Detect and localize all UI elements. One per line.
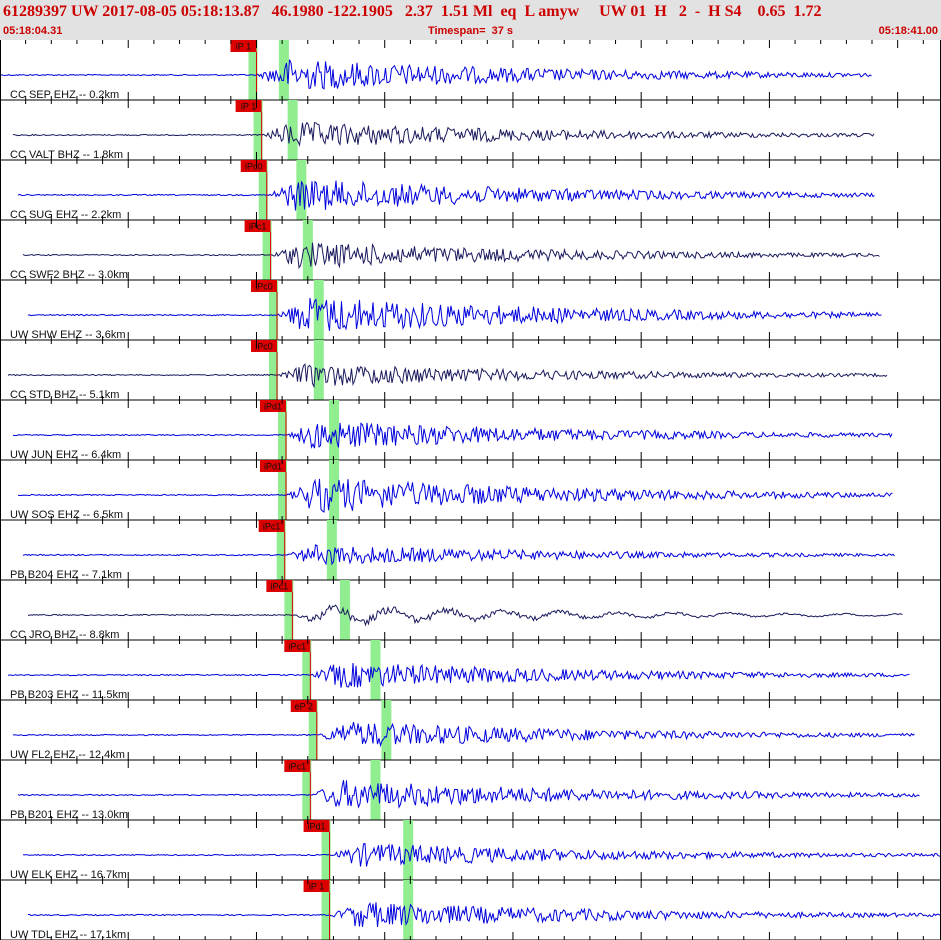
waveform-trace [12,121,875,147]
pick-label: iPc1 [271,582,289,592]
p-window-band [321,880,331,940]
s-window-band [381,700,392,760]
waveform-trace [12,721,915,748]
p-window-band [321,820,331,880]
station-label: UW SHW EHZ -- 3.6km [10,329,126,341]
waveform-trace [0,59,872,90]
pick-label: iPc1 [263,522,281,532]
pick-label: iPc1 [289,762,307,772]
station-label: UW SOS EHZ -- 6.5km [10,509,123,521]
pick-marker [259,460,286,472]
s-window-band [278,40,289,100]
p-window-band [302,760,312,820]
pick-label: iPc0 [245,162,263,172]
pick-marker [244,220,271,232]
waveform-trace [7,662,910,688]
waveform-trace [22,242,880,270]
pick-marker [290,700,317,712]
waveform-trace [22,544,895,566]
pick-marker [303,820,330,832]
pick-marker [284,760,311,772]
s-window-band [329,400,340,460]
waveform-trace [17,180,875,211]
p-window-band [253,100,263,160]
pick-marker [230,40,257,52]
pick-marker [240,160,267,172]
s-window-band [326,520,337,580]
p-window-band [277,460,287,520]
waveform-trace [17,780,920,809]
station-label: CC JRO BHZ -- 8.8km [10,629,119,641]
s-window-band [370,760,381,820]
pick-marker [266,580,293,592]
waveform-trace [22,842,941,867]
waveform-trace [27,901,941,928]
end-time: 05:18:41.00 [878,25,938,37]
waveform-trace [27,604,903,627]
p-window-band [302,640,312,700]
p-window-band [268,280,278,340]
start-time: 05:18:04.31 [3,25,63,37]
waveform-trace [18,478,893,513]
s-window-band [287,100,298,160]
pick-label: iPd1 [264,462,282,472]
waveform-trace [7,363,888,389]
p-window-band [248,40,258,100]
station-label: CC SWF2 BHZ -- 3.0km [10,269,128,281]
pick-label: eP 2 [295,702,313,712]
station-label: UW ELK EHZ -- 16.7km [10,869,127,881]
s-window-band [403,820,414,880]
pick-marker [284,640,311,652]
pick-label: iPd1 [308,822,326,832]
pick-marker [258,520,285,532]
station-label: UW FL2 EHZ -- 12.4km [10,749,125,761]
s-window-band [302,220,313,280]
header-bar: 61289397 UW 2017-08-05 05:18:13.87 46.19… [0,0,941,40]
p-window-band [262,220,272,280]
station-label: PB B201 EHZ -- 13.0km [10,809,128,821]
pick-label: iP 1 [309,882,324,892]
s-window-band [313,340,324,400]
station-label: UW JUN EHZ -- 6.4km [10,449,121,461]
waveform-trace [27,297,882,331]
p-window-band [308,700,318,760]
pick-marker [235,100,262,112]
s-window-band [339,580,350,640]
station-label: PB B204 EHZ -- 7.1km [10,569,122,581]
pick-label: iP 1 [241,102,256,112]
p-window-band [268,340,278,400]
p-window-band [284,580,294,640]
waveform-trace [12,422,893,449]
s-window-band [329,460,340,520]
pick-label: iPc1 [249,222,267,232]
pick-marker [303,880,330,892]
trace-panel: iP 1 CC SEP EHZ -- 0.2km iP 1 CC VALT BHZ -… [0,40,941,940]
pick-label: iPc1 [289,642,307,652]
pick-marker [250,340,277,352]
pick-marker [250,280,277,292]
pick-label: iP 1 [236,42,251,52]
station-label: CC SUG EHZ -- 2.2km [10,209,121,221]
timespan-label: Timespan= 37 s [427,25,514,37]
pick-label: iPc0 [255,282,273,292]
event-title: 61289397 UW 2017-08-05 05:18:13.87 46.19… [3,3,822,20]
s-window-band [370,640,381,700]
pick-label: iPc0 [255,342,273,352]
p-window-band [277,400,287,460]
station-label: CC STD BHZ -- 5.1km [10,389,119,401]
p-window-band [258,160,268,220]
pick-marker [259,400,286,412]
station-label: UW TDL EHZ -- 17.1km [10,929,126,940]
station-label: CC VALT BHZ -- 1.8km [10,149,123,161]
station-label: PB B203 EHZ -- 11.5km [10,689,127,701]
station-label: CC SEP EHZ -- 0.2km [10,89,119,101]
s-window-band [403,880,414,940]
p-window-band [276,520,286,580]
pick-label: iPd1 [264,402,282,412]
